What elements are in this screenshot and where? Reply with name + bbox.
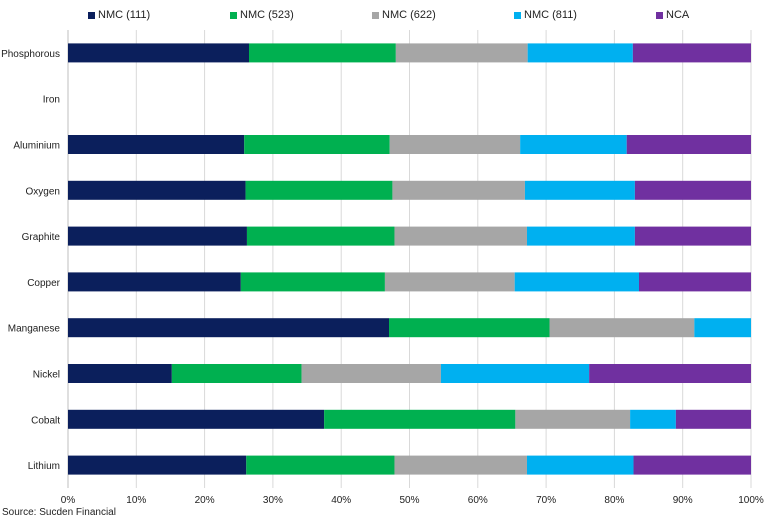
- category-label: Copper: [27, 278, 60, 289]
- legend-item: NMC (523): [230, 9, 294, 21]
- source-note: Source: Sucden Financial: [2, 507, 116, 518]
- legend-label: NMC (622): [382, 9, 436, 21]
- legend-item: NMC (811): [514, 9, 577, 21]
- category-label: Iron: [43, 95, 60, 106]
- category-label: Oxygen: [26, 186, 60, 197]
- category-label: Aluminium: [13, 141, 60, 152]
- bar-segment-nmc-811: [514, 272, 639, 292]
- bar-segment-nmc-811: [524, 180, 635, 200]
- bar-segment-nmc-523: [245, 180, 393, 200]
- bar-segment-nmc-111: [68, 455, 247, 475]
- category-label: Nickel: [33, 370, 60, 381]
- legend-label: NMC (111): [98, 9, 151, 21]
- legend-label: NMC (523): [240, 9, 294, 21]
- bar-segment-nca: [634, 226, 751, 246]
- bar-segment-nmc-523: [246, 455, 395, 475]
- bar-segment-nmc-523: [244, 135, 390, 154]
- bar-segment-nmc-523: [240, 272, 385, 292]
- bar-segment-nmc-523: [248, 43, 396, 63]
- category-label: Graphite: [22, 232, 61, 243]
- bar-segment-nmc-622: [394, 455, 527, 475]
- bar-segment-nmc-622: [392, 180, 525, 200]
- bar-segment-nmc-811: [694, 318, 751, 338]
- x-tick-label: 30%: [263, 495, 283, 506]
- bar-segment-nmc-811: [527, 43, 633, 63]
- bar-segment-nmc-622: [395, 43, 528, 63]
- bar-segment-nca: [638, 272, 751, 292]
- bar-segment-nca: [626, 135, 751, 154]
- bar-segment-nmc-111: [68, 180, 246, 200]
- chart-legend: NMC (111) NMC (523) NMC (622) NMC (811) NCA: [0, 9, 770, 25]
- bar-segment-nmc-811: [630, 409, 676, 429]
- legend-swatch: [514, 11, 521, 19]
- x-tick-label: 10%: [126, 495, 146, 506]
- legend-label: NMC (811): [524, 9, 577, 21]
- legend-swatch: [230, 11, 237, 19]
- bar-segment-nmc-622: [389, 135, 521, 154]
- bar-segment-nmc-811: [526, 226, 635, 246]
- x-tick-label: 60%: [468, 495, 488, 506]
- category-label: Phosphorous: [1, 49, 60, 60]
- bar-segment-nmc-111: [68, 409, 325, 429]
- bar-segment-nmc-111: [68, 226, 247, 246]
- x-tick-label: 80%: [604, 495, 624, 506]
- bar-segment-nmc-111: [68, 272, 241, 292]
- bar-segment-nmc-111: [68, 135, 245, 154]
- bar-segment-nmc-622: [549, 318, 695, 338]
- bar-segment-nmc-111: [68, 364, 172, 383]
- bar-segment-nca: [632, 43, 751, 63]
- legend-swatch: [372, 11, 379, 19]
- bar-segment-nmc-811: [526, 455, 634, 475]
- legend-item: NMC (622): [372, 9, 436, 21]
- bar-segment-nmc-523: [246, 226, 395, 246]
- legend-swatch: [88, 11, 95, 19]
- bar-segment-nmc-111: [68, 318, 390, 338]
- x-tick-label: 40%: [331, 495, 351, 506]
- category-label: Cobalt: [31, 415, 60, 426]
- category-label: Manganese: [8, 324, 61, 335]
- x-tick-label: 90%: [673, 495, 693, 506]
- x-tick-label: 0%: [61, 495, 76, 506]
- legend-item: NCA: [656, 9, 689, 21]
- bar-segment-nca: [633, 455, 751, 475]
- bar-segment-nmc-111: [68, 43, 249, 63]
- bar-segment-nmc-622: [384, 272, 515, 292]
- bar-segment-nca: [634, 180, 751, 200]
- bar-segment-nmc-523: [324, 409, 516, 429]
- bar-segment-nmc-622: [515, 409, 631, 429]
- bar-segment-nmc-811: [520, 135, 627, 154]
- legend-swatch: [656, 11, 663, 19]
- bar-segment-nmc-523: [171, 364, 302, 383]
- x-tick-label: 70%: [536, 495, 556, 506]
- legend-label: NCA: [666, 9, 690, 21]
- bar-segment-nca: [589, 364, 751, 383]
- category-label: Lithium: [28, 461, 60, 472]
- bar-segment-nmc-811: [440, 364, 590, 383]
- x-tick-label: 20%: [195, 495, 215, 506]
- x-tick-label: 100%: [738, 495, 764, 506]
- bar-segment-nmc-622: [394, 226, 527, 246]
- bar-segment-nmc-523: [389, 318, 550, 338]
- bar-segment-nca: [675, 409, 751, 429]
- legend-item: NMC (111): [88, 9, 150, 21]
- x-tick-label: 50%: [399, 495, 419, 506]
- bar-segment-nmc-622: [301, 364, 441, 383]
